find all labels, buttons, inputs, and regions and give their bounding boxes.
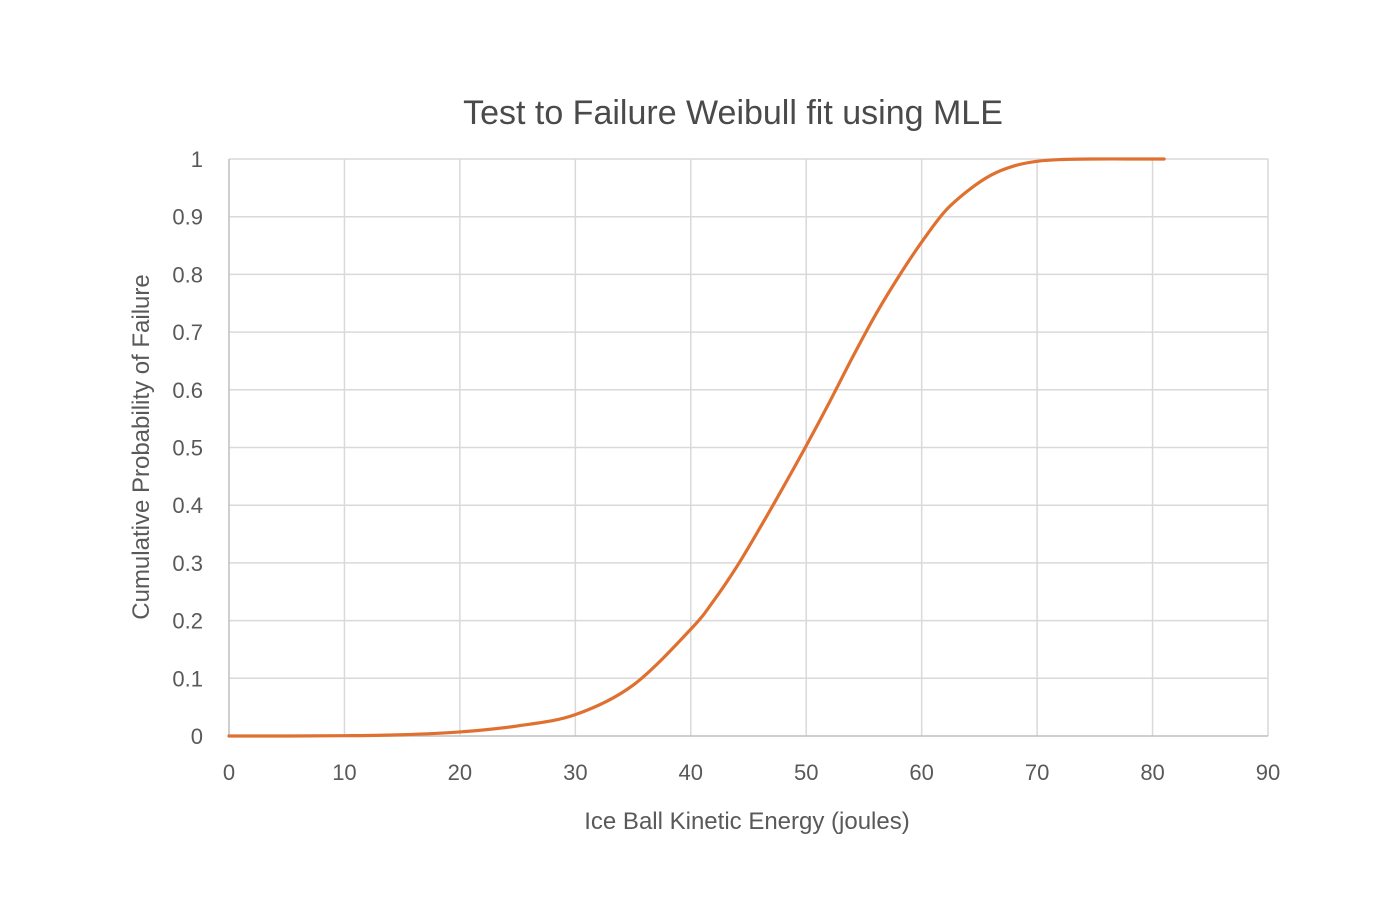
x-tick-label: 40 — [679, 760, 703, 785]
gridlines — [229, 158, 1269, 736]
y-tick-label: 0.3 — [172, 551, 203, 576]
y-axis-label: Cumulative Probability of Failure — [128, 274, 155, 619]
x-axis-label: Ice Ball Kinetic Energy (joules) — [584, 808, 909, 835]
series-layer — [227, 157, 1166, 738]
y-tick-label: 0.5 — [172, 436, 203, 461]
y-tick-label: 0.7 — [172, 320, 203, 345]
x-tick-label: 20 — [448, 760, 472, 785]
y-tick-label: 0 — [191, 724, 203, 749]
y-tick-label: 0.2 — [172, 609, 203, 634]
x-tick-label: 80 — [1140, 760, 1164, 785]
y-tick-label: 0.8 — [172, 262, 203, 287]
y-tick-label: 0.9 — [172, 205, 203, 230]
x-tick-label: 0 — [223, 760, 235, 785]
y-tick-label: 0.4 — [172, 493, 203, 518]
series-line-weibull-cdf — [227, 157, 1166, 738]
chart-title: Test to Failure Weibull fit using MLE — [463, 94, 1003, 132]
tick-labels: 00.10.20.30.40.50.60.70.80.910 10 20 30 40 50… — [172, 147, 1280, 785]
y-tick-label: 0.6 — [172, 378, 203, 403]
y-tick-label: 0.1 — [172, 666, 203, 691]
x-tick-label: 30 — [563, 760, 587, 785]
x-tick-label: 70 — [1025, 760, 1049, 785]
x-tick-label: 60 — [909, 760, 933, 785]
x-tick-label: 90 — [1256, 760, 1280, 785]
y-tick-label: 1 — [191, 147, 203, 172]
x-tick-label: 10 — [332, 760, 356, 785]
x-tick-label: 50 — [794, 760, 818, 785]
